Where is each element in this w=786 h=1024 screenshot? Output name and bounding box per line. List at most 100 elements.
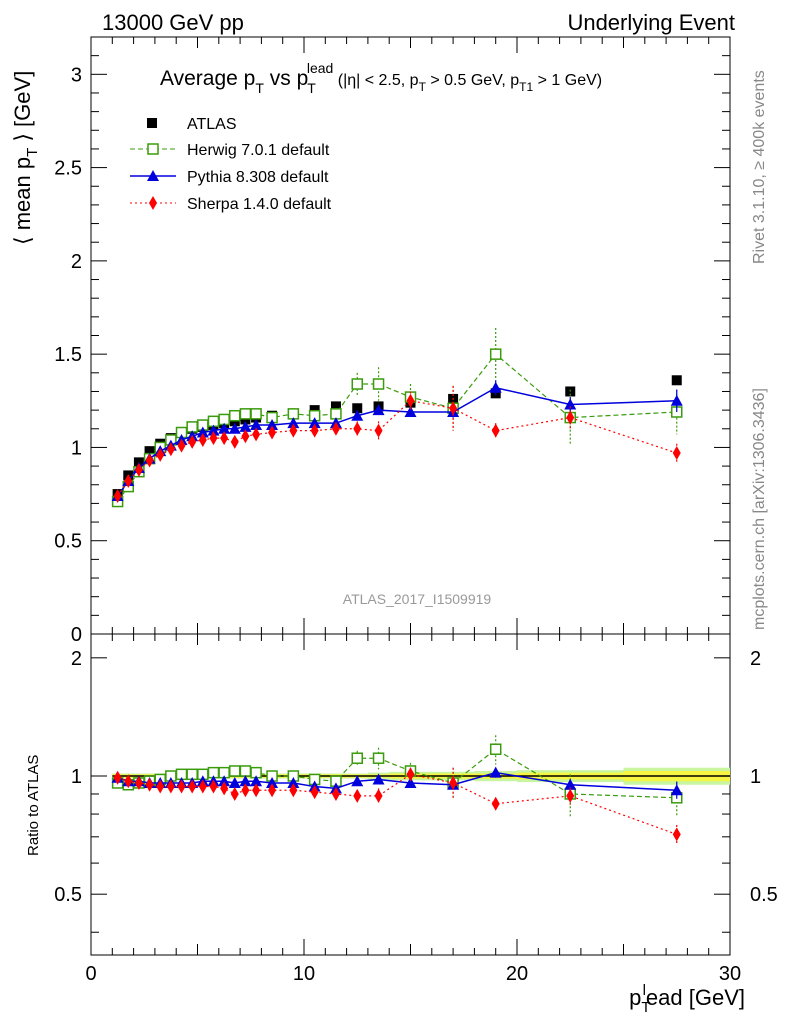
legend-item-sherpa: Sherpa 1.4.0 default	[130, 196, 332, 213]
ratio-point-sherpa	[230, 786, 239, 801]
main-point-sherpa	[491, 423, 500, 438]
mcplots-text: mcplots.cern.ch [arXiv:1306.3436]	[751, 388, 768, 630]
rivet-version-text: Rivet 3.1.10, ≥ 400k events	[751, 70, 768, 264]
main-point-pythia	[287, 417, 300, 429]
legend-item-pythia: Pythia 8.308 default	[130, 169, 329, 186]
ratio-point-pythia	[351, 775, 364, 787]
main-point-atlas	[144, 446, 155, 457]
title-sup-lead: lead	[307, 60, 333, 76]
ratio-point-sherpa	[566, 788, 575, 803]
ratio-point-sherpa	[252, 783, 261, 798]
ratio-point-sherpa	[406, 767, 415, 782]
ratio-point-pythia	[564, 778, 577, 790]
main-point-sherpa	[331, 421, 340, 436]
ratio-point-sherpa	[449, 775, 458, 790]
ratio-point-pythia	[372, 773, 385, 785]
y-tick-label-ratio-left: 0.5	[54, 884, 82, 906]
main-point-pythia	[218, 422, 231, 434]
main-point-sherpa	[566, 410, 575, 425]
ratio-point-sherpa	[124, 774, 133, 789]
main-point-pythia	[196, 426, 209, 438]
main-point-sherpa	[188, 434, 197, 449]
main-point-sherpa	[449, 401, 458, 416]
main-y-axis-label: ⟨ mean pT ⟩ [GeV]	[10, 71, 41, 245]
main-point-pythia	[239, 420, 252, 432]
ratio-point-sherpa	[353, 788, 362, 803]
main-point-herwig	[250, 408, 262, 420]
ratio-point-pythia	[266, 776, 279, 788]
main-point-pythia	[266, 419, 279, 431]
main-point-herwig	[489, 348, 502, 360]
ratio-point-sherpa	[241, 783, 250, 798]
ratio-point-sherpa	[134, 775, 143, 790]
main-point-herwig	[351, 378, 363, 390]
main-point-herwig	[229, 409, 241, 422]
main-point-sherpa	[672, 446, 681, 461]
main-series-pythia	[111, 380, 683, 501]
main-point-pythia	[564, 398, 577, 410]
main-point-sherpa	[353, 421, 362, 436]
ratio-panel-frame	[90, 633, 731, 956]
main-point-herwig	[239, 408, 252, 420]
x-tick-label: 10	[293, 963, 315, 985]
main-point-sherpa	[268, 425, 277, 440]
main-point-pythia	[250, 419, 263, 431]
main-plot-title: Average pT vs pTlead (|η| < 2.5, pT > 0.…	[160, 60, 602, 96]
y-tick-label-ratio-left: 1	[71, 766, 82, 788]
header-left: 13000 GeV pp	[102, 10, 244, 35]
main-series-herwig	[111, 328, 683, 508]
main-point-sherpa	[113, 488, 122, 503]
main-point-sherpa	[310, 423, 319, 438]
main-series-sherpa	[113, 385, 681, 503]
title-cond-1: (|η| < 2.5, p	[333, 72, 418, 89]
ratio-point-sherpa	[491, 796, 500, 811]
main-point-sherpa	[406, 393, 415, 408]
y-tick-label-main: 1.5	[54, 344, 82, 366]
ratio-point-herwig	[372, 752, 385, 764]
main-point-pythia	[670, 394, 683, 406]
main-point-pythia	[351, 409, 364, 421]
ratio-point-sherpa	[177, 779, 186, 794]
legend-label-pythia: Pythia 8.308 default	[187, 169, 329, 186]
y-tick-label-main: 1	[71, 437, 82, 459]
main-point-pythia	[308, 417, 321, 429]
main-point-pythia	[489, 381, 502, 393]
ratio-point-herwig	[489, 743, 502, 755]
legend-label-sherpa: Sherpa 1.4.0 default	[187, 196, 332, 213]
main-point-sherpa	[220, 431, 229, 446]
ratio-point-pythia	[489, 766, 502, 778]
main-data-layer	[111, 328, 683, 508]
main-point-sherpa	[209, 431, 218, 446]
y-tick-label-main: 3	[71, 64, 82, 86]
ratio-point-sherpa	[268, 783, 277, 798]
main-point-sherpa	[156, 447, 165, 462]
ratio-point-sherpa	[188, 779, 197, 794]
main-point-pythia	[207, 424, 220, 436]
legend-marker-pythia	[147, 170, 159, 181]
x-axis-label: pTlead [GeV]	[629, 982, 745, 1016]
y-tick-label-ratio-right: 1	[750, 766, 761, 788]
legend-marker-herwig	[147, 143, 159, 155]
y-tick-label-main: 2.5	[54, 158, 82, 180]
main-point-sherpa	[374, 423, 383, 438]
ratio-point-sherpa	[209, 779, 218, 794]
y-tick-label-ratio-right: 2	[750, 648, 761, 670]
ratio-point-herwig	[229, 765, 241, 777]
ratio-point-sherpa	[198, 779, 207, 794]
main-panel-ticks	[90, 36, 731, 635]
y-tick-label-main: 0.5	[54, 531, 82, 553]
ratio-point-sherpa	[310, 785, 319, 800]
title-main: Average p	[160, 67, 255, 90]
ratio-point-herwig	[351, 752, 363, 764]
y-tick-label-main: 0	[71, 624, 82, 646]
ratio-point-pythia	[287, 776, 300, 788]
title-sub-t-3: T	[419, 80, 427, 94]
main-point-sherpa	[230, 434, 239, 449]
main-point-pythia	[404, 405, 417, 417]
title-vs: vs p	[264, 67, 308, 90]
title-sub-t: T	[255, 80, 264, 96]
x-tick-label: 20	[506, 963, 528, 985]
analysis-watermark: ATLAS_2017_I1509919	[343, 591, 492, 607]
ratio-point-sherpa	[166, 779, 175, 794]
